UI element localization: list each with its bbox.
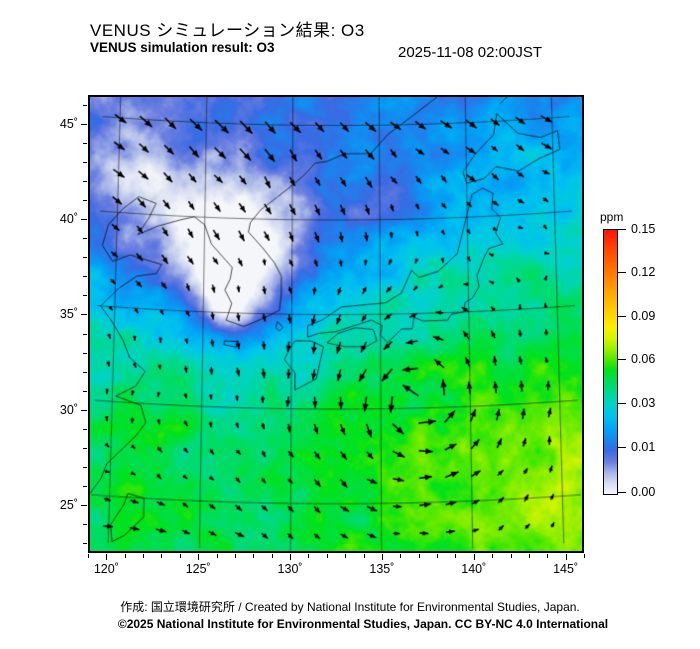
x-axis-minor-tick (179, 554, 181, 558)
y-axis-minor-tick (83, 104, 87, 106)
y-axis-minor-tick (83, 333, 87, 335)
map-plot-area (88, 95, 584, 553)
y-axis-minor-tick (83, 428, 87, 430)
y-axis-minor-tick (83, 276, 87, 278)
colorbar-tick (618, 359, 626, 361)
x-axis-tick (198, 554, 200, 560)
x-axis-tick (565, 554, 567, 560)
page-title-japanese: VENUS シミュレーション結果: O3 (90, 21, 365, 40)
y-axis-tick (81, 219, 87, 221)
colorbar-tick (618, 491, 626, 493)
x-axis-minor-tick (584, 554, 585, 558)
colorbar-gradient (603, 229, 618, 495)
timestamp-label: 2025-11-08 02:00JST (398, 44, 542, 61)
colorbar-tick (618, 315, 626, 317)
x-axis-minor-tick (326, 554, 328, 558)
x-axis-label: 125˚ (185, 562, 211, 576)
x-axis-minor-tick (455, 554, 457, 558)
colorbar-tick-label: 0.03 (631, 395, 656, 410)
x-axis-minor-tick (308, 554, 310, 558)
x-axis-tick (381, 554, 383, 560)
y-axis-minor-tick (83, 371, 87, 373)
x-axis-minor-tick (437, 554, 439, 558)
x-axis-minor-tick (216, 554, 218, 558)
colorbar-tick-label: 0.15 (631, 222, 656, 236)
x-axis-label: 145˚ (553, 562, 579, 576)
colorbar-tick-label: 0.01 (631, 439, 656, 454)
x-axis-minor-tick (161, 554, 163, 558)
y-axis-tick (81, 314, 87, 316)
y-axis-minor-tick (83, 142, 87, 144)
colorbar: ppm 0.15 0.12 0.09 0.06 0.03 0.01 0.00 (600, 210, 655, 499)
x-axis-minor-tick (400, 554, 402, 558)
y-axis-minor-tick (83, 238, 87, 240)
y-axis-minor-tick (83, 257, 87, 259)
colorbar-tick-label: 0.00 (631, 484, 656, 499)
ozone-concentration-map (90, 97, 582, 551)
x-axis-minor-tick (271, 554, 273, 558)
y-axis-minor-tick (83, 352, 87, 354)
x-axis-minor-tick (510, 554, 512, 558)
colorbar-tick (618, 402, 626, 404)
y-axis-minor-tick (83, 199, 87, 201)
credit-line: 作成: 国立環境研究所 / Created by National Instit… (120, 600, 580, 614)
colorbar-unit-label: ppm (600, 210, 624, 224)
x-axis-minor-tick (88, 554, 89, 558)
x-axis-label: 130˚ (277, 562, 303, 576)
colorbar-tick-label: 0.09 (631, 308, 656, 323)
y-axis-label: 45˚ (59, 116, 78, 131)
license-line: ©2025 National Institute for Environment… (0, 617, 700, 631)
y-axis-tick (81, 505, 87, 507)
y-axis-minor-tick (83, 161, 87, 163)
colorbar-tick (618, 446, 626, 448)
x-axis-label: 120˚ (93, 562, 119, 576)
x-axis-minor-tick (124, 554, 126, 558)
y-axis-label: 35˚ (59, 307, 78, 322)
x-axis-minor-tick (345, 554, 347, 558)
y-axis-minor-tick (83, 543, 87, 545)
x-axis-minor-tick (363, 554, 365, 558)
x-axis-minor-tick (547, 554, 549, 558)
x-axis-minor-tick (234, 554, 236, 558)
x-axis-minor-tick (528, 554, 530, 558)
y-axis-label: 40˚ (59, 212, 78, 227)
y-axis-minor-tick (83, 467, 87, 469)
colorbar-tick-label: 0.12 (631, 265, 656, 280)
y-axis-label: 25˚ (59, 498, 78, 513)
y-axis-tick (81, 123, 87, 125)
x-axis-minor-tick (492, 554, 494, 558)
x-axis-tick (290, 554, 292, 560)
y-axis-minor-tick (83, 486, 87, 488)
y-axis-minor-tick (83, 390, 87, 392)
colorbar-tick (618, 272, 626, 274)
x-axis-minor-tick (253, 554, 255, 558)
y-axis-minor-tick (83, 295, 87, 297)
colorbar-tick-label: 0.06 (631, 352, 656, 367)
license-text: ©2025 National Institute for Environment… (117, 617, 609, 631)
y-axis-minor-tick (83, 448, 87, 450)
colorbar-tick (618, 229, 626, 230)
x-axis-tick (473, 554, 475, 560)
y-axis-minor-tick (83, 180, 87, 182)
x-axis-tick (106, 554, 108, 560)
x-axis-minor-tick (418, 554, 420, 558)
y-axis-label: 30˚ (59, 402, 78, 417)
x-axis-label: 140˚ (461, 562, 487, 576)
y-axis-tick (81, 409, 87, 411)
y-axis-minor-tick (83, 524, 87, 526)
x-axis-minor-tick (143, 554, 145, 558)
page-title-english: VENUS simulation result: O3 (90, 40, 275, 55)
x-axis-label: 135˚ (369, 562, 395, 576)
